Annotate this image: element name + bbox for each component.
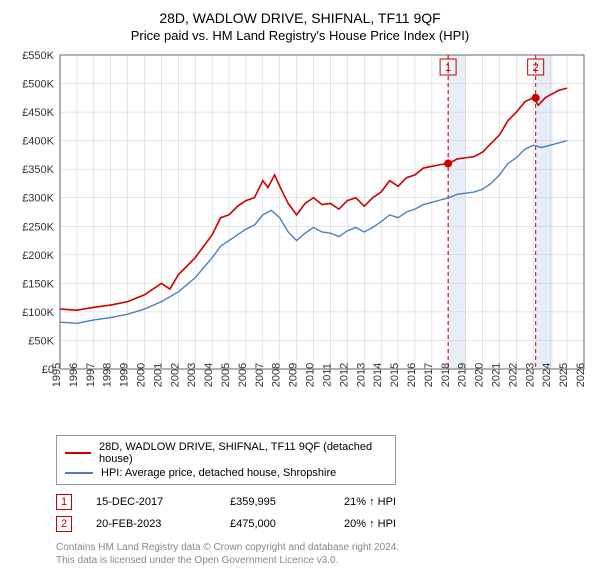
svg-text:2008: 2008	[271, 363, 283, 387]
legend-swatch	[65, 452, 91, 454]
event-date: 20-FEB-2023	[96, 518, 206, 530]
svg-text:2002: 2002	[169, 363, 181, 387]
svg-text:2000: 2000	[136, 363, 148, 387]
legend-label: 28D, WADLOW DRIVE, SHIFNAL, TF11 9QF (de…	[99, 441, 387, 465]
svg-text:2018: 2018	[440, 363, 452, 387]
svg-text:2020: 2020	[474, 363, 486, 387]
svg-text:£300K: £300K	[22, 193, 54, 205]
svg-text:2: 2	[533, 62, 539, 74]
event-badge: 1	[56, 494, 72, 510]
page-subtitle: Price paid vs. HM Land Registry's House …	[8, 28, 592, 43]
event-row: 2 20-FEB-2023 £475,000 20% ↑ HPI	[56, 513, 592, 535]
page-title: 28D, WADLOW DRIVE, SHIFNAL, TF11 9QF	[8, 10, 592, 26]
event-row: 1 15-DEC-2017 £359,995 21% ↑ HPI	[56, 491, 592, 513]
svg-text:1: 1	[445, 62, 451, 74]
chart-container: 28D, WADLOW DRIVE, SHIFNAL, TF11 9QF Pri…	[0, 0, 600, 573]
svg-text:1995: 1995	[51, 363, 63, 387]
svg-text:2014: 2014	[372, 363, 384, 387]
svg-text:2025: 2025	[558, 363, 570, 387]
svg-text:1998: 1998	[102, 363, 114, 387]
event-delta: 21% ↑ HPI	[344, 496, 396, 508]
event-date: 15-DEC-2017	[96, 496, 206, 508]
legend-row: 28D, WADLOW DRIVE, SHIFNAL, TF11 9QF (de…	[65, 440, 387, 466]
event-price: £359,995	[230, 496, 320, 508]
svg-text:2001: 2001	[152, 363, 164, 387]
chart: £0£50K£100K£150K£200K£250K£300K£350K£400…	[8, 49, 592, 429]
event-price: £475,000	[230, 518, 320, 530]
svg-text:2011: 2011	[321, 363, 333, 387]
svg-text:2012: 2012	[338, 363, 350, 387]
svg-text:£550K: £550K	[22, 50, 54, 62]
legend-label: HPI: Average price, detached house, Shro…	[101, 467, 336, 479]
svg-text:2023: 2023	[524, 363, 536, 387]
svg-text:2009: 2009	[288, 363, 300, 387]
event-table: 1 15-DEC-2017 £359,995 21% ↑ HPI 2 20-FEB-202…	[56, 491, 592, 535]
svg-text:2013: 2013	[355, 363, 367, 387]
svg-text:£500K: £500K	[22, 79, 54, 91]
event-delta: 20% ↑ HPI	[344, 518, 396, 530]
svg-text:2026: 2026	[575, 363, 587, 387]
svg-text:2007: 2007	[254, 363, 266, 387]
svg-text:1999: 1999	[119, 363, 131, 387]
svg-text:2003: 2003	[186, 363, 198, 387]
svg-text:2022: 2022	[507, 363, 519, 387]
legend-swatch	[65, 472, 93, 474]
footer: Contains HM Land Registry data © Crown c…	[56, 541, 592, 567]
svg-text:2005: 2005	[220, 363, 232, 387]
svg-text:1997: 1997	[85, 363, 97, 387]
svg-text:2021: 2021	[490, 363, 502, 387]
svg-text:£450K: £450K	[22, 107, 54, 119]
footer-line-1: Contains HM Land Registry data © Crown c…	[56, 541, 592, 554]
legend: 28D, WADLOW DRIVE, SHIFNAL, TF11 9QF (de…	[56, 435, 396, 485]
svg-text:£200K: £200K	[22, 250, 54, 262]
svg-text:2019: 2019	[457, 363, 469, 387]
svg-text:£400K: £400K	[22, 136, 54, 148]
svg-text:2017: 2017	[423, 363, 435, 387]
legend-row: HPI: Average price, detached house, Shro…	[65, 466, 387, 480]
svg-text:2016: 2016	[406, 363, 418, 387]
svg-text:2015: 2015	[389, 363, 401, 387]
event-badge: 2	[56, 516, 72, 532]
svg-text:1996: 1996	[68, 363, 80, 387]
svg-text:2024: 2024	[541, 363, 553, 387]
svg-text:£50K: £50K	[28, 335, 54, 347]
svg-text:£150K: £150K	[22, 278, 54, 290]
svg-text:£100K: £100K	[22, 307, 54, 319]
footer-line-2: This data is licensed under the Open Gov…	[56, 554, 592, 567]
svg-text:£350K: £350K	[22, 164, 54, 176]
svg-text:£250K: £250K	[22, 221, 54, 233]
svg-text:2004: 2004	[203, 363, 215, 387]
svg-text:2010: 2010	[305, 363, 317, 387]
svg-text:2006: 2006	[237, 363, 249, 387]
